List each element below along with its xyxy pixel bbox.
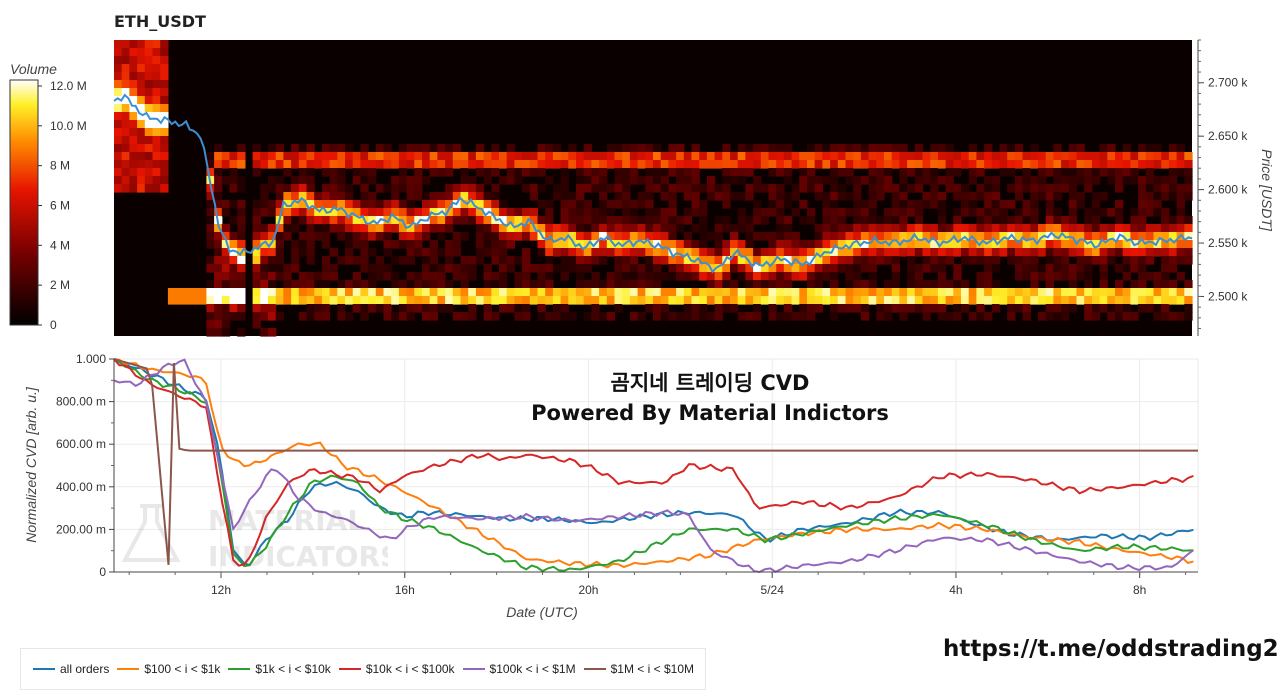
cvd-ylabel: Normalized CVD [arb. u.]: [23, 386, 39, 543]
cvd-ytick-label: 1.000: [76, 352, 106, 366]
watermark-line2: INDICATORS: [208, 540, 388, 572]
legend-swatch: [583, 668, 606, 670]
colorbar-tick-label: 0: [50, 318, 57, 332]
legend-label: $1M < i < $10M: [610, 662, 694, 676]
cvd-series-line-0: [113, 358, 1194, 567]
legend-item[interactable]: $1k < i < $10k: [228, 662, 331, 676]
legend-label: $100k < i < $1M: [489, 662, 576, 676]
cvd-xtick-label: 12h: [211, 583, 231, 597]
material-indicators-watermark: MATERIAL INDICATORS: [121, 504, 388, 572]
cvd-ytick-label: 800.00 m: [56, 395, 106, 409]
colorbar-tick-label: 2 M: [50, 278, 70, 292]
price-tick-label: 2.600 k: [1208, 183, 1248, 197]
cvd-xtick-label: 4h: [949, 583, 962, 597]
cvd-xlabel: Date (UTC): [506, 604, 578, 620]
price-axis: 2.700 k 2.650 k 2.600 k 2.550 k 2.500 k Price…: [1197, 39, 1275, 336]
colorbar-tick-label: 8 M: [50, 159, 70, 173]
colorbar-tick-label: 12.0 M: [50, 79, 87, 93]
cvd-title-line1: 곰지네 트레이딩 CVD: [610, 371, 810, 395]
watermark-line1: MATERIAL: [208, 504, 365, 537]
colorbar-label: Volume: [10, 61, 57, 77]
cvd-xtick-label: 20h: [578, 583, 598, 597]
legend-swatch: [117, 668, 140, 670]
colorbar: Volume 12.0 M 10.0 M 8 M 6 M 4 M 2 M 0: [9, 61, 87, 332]
legend-label: $10k < i < $100k: [365, 662, 455, 676]
cvd-xtick-label: 8h: [1133, 583, 1146, 597]
price-axis-label: Price [USDT]: [1259, 149, 1275, 232]
cvd-axes: 1.000 800.00 m 600.00 m 400.00 m 200.00 m 0 12…: [23, 352, 1198, 620]
legend-item[interactable]: $10k < i < $100k: [338, 662, 455, 676]
heatmap-cells: [114, 40, 1193, 337]
cvd-title: 곰지네 트레이딩 CVD Powered By Material Indicto…: [480, 368, 940, 428]
cvd-series-line-2: [113, 358, 1194, 573]
cvd-series-line-5: [113, 358, 1198, 565]
cvd-xtick-label: 16h: [395, 583, 415, 597]
telegram-link[interactable]: https://t.me/oddstrading2: [943, 636, 1279, 662]
chart-title: ETH_USDT: [114, 12, 206, 31]
legend-label: all orders: [60, 662, 110, 676]
cvd-series-line-1: [113, 358, 1194, 569]
legend-swatch: [338, 668, 361, 670]
colorbar-tick-label: 6 M: [50, 198, 70, 212]
cvd-series-line-4: [113, 358, 1194, 574]
cvd-ytick-label: 600.00 m: [56, 437, 106, 451]
cvd-title-line2: Powered By Material Indictors: [531, 401, 889, 425]
legend-swatch: [228, 668, 251, 670]
cvd-xtick-label: 5/24: [761, 583, 785, 597]
legend-item[interactable]: all orders: [33, 662, 109, 676]
cvd-panel: 1.000 800.00 m 600.00 m 400.00 m 200.00 m 0 12…: [23, 352, 1199, 620]
legend-item[interactable]: $100k < i < $1M: [462, 662, 576, 676]
colorbar-gradient: [9, 79, 39, 326]
legend: all orders $100 < i < $1k $1k < i < $10k $1…: [20, 648, 706, 690]
cvd-ytick-label: 400.00 m: [56, 480, 106, 494]
legend-item[interactable]: $100 < i < $1k: [117, 662, 220, 676]
cvd-grid: [113, 358, 1199, 573]
price-tick-label: 2.650 k: [1208, 129, 1248, 143]
price-tick-label: 2.500 k: [1208, 289, 1248, 303]
cvd-series: [113, 358, 1198, 574]
legend-label: $100 < i < $1k: [144, 662, 221, 676]
cvd-series-line-3: [113, 358, 1194, 567]
price-line-path: [113, 93, 1193, 274]
price-tick-label: 2.550 k: [1208, 236, 1248, 250]
cvd-ytick-label: 200.00 m: [56, 522, 106, 536]
price-tick-label: 2.700 k: [1208, 76, 1248, 90]
legend-item[interactable]: $1M < i < $10M: [583, 662, 694, 676]
price-line: [113, 93, 1193, 274]
cvd-ytick-label: 0: [99, 565, 106, 579]
legend-swatch: [33, 668, 55, 670]
colorbar-tick-label: 10.0 M: [50, 119, 87, 133]
legend-swatch: [462, 668, 485, 670]
colorbar-tick-label: 4 M: [50, 238, 70, 252]
legend-label: $1k < i < $10k: [255, 662, 331, 676]
